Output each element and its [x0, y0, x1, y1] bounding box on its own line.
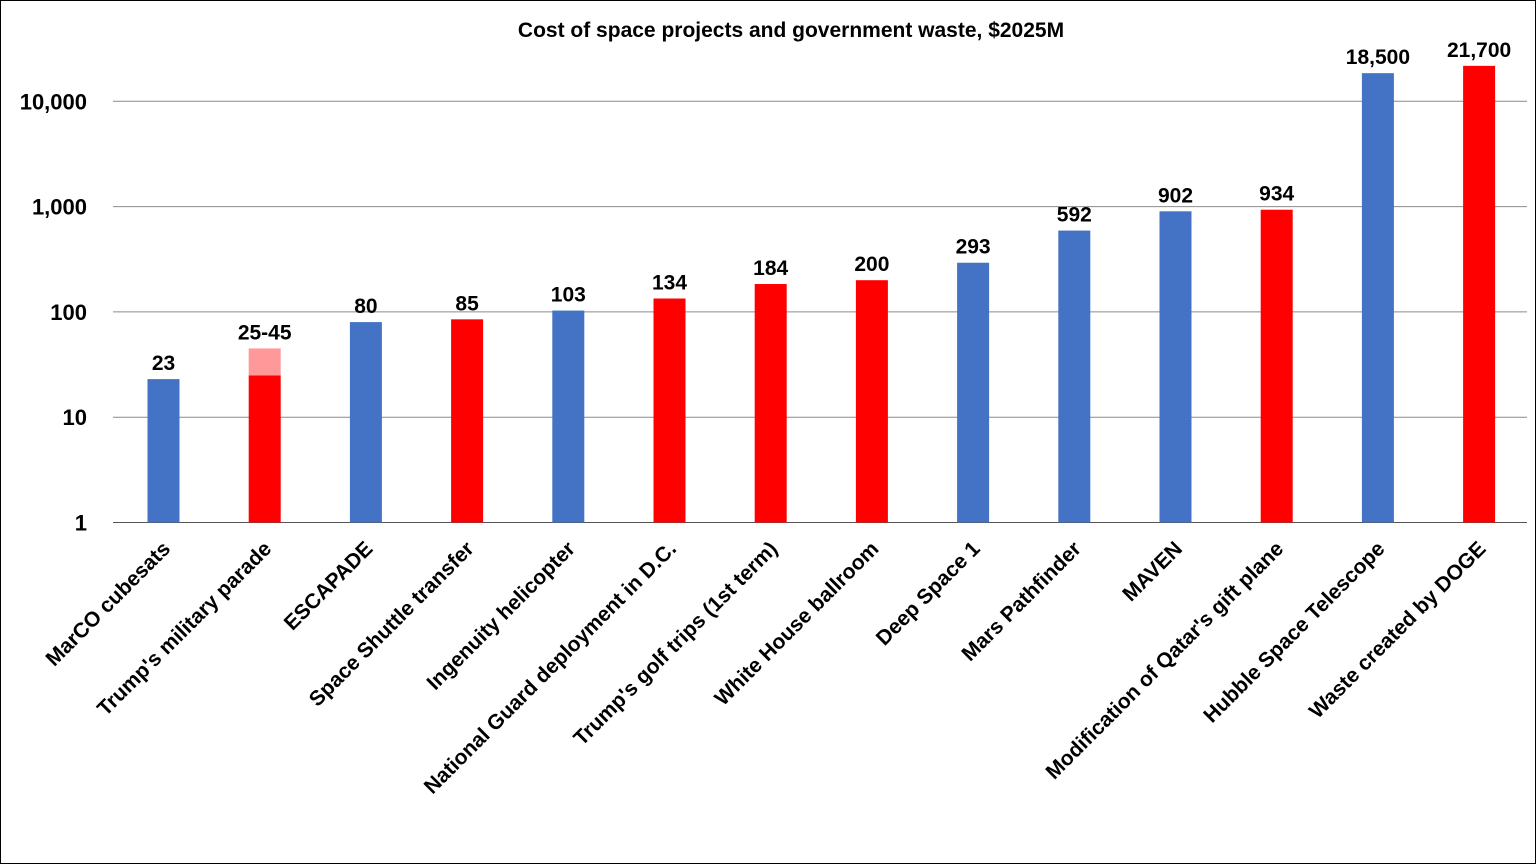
- y-tick-label: 1,000: [32, 195, 87, 220]
- data-label: 18,500: [1346, 46, 1410, 69]
- category-label: Trump's military parade: [93, 537, 276, 720]
- data-label: 934: [1259, 183, 1294, 206]
- bar: [1058, 230, 1091, 523]
- bar: [451, 319, 484, 523]
- bar: [855, 280, 888, 523]
- bar: [1463, 65, 1496, 523]
- y-axis-ticks: 1 10 100 1,000 10,000: [20, 89, 87, 535]
- y-tick-label: 10,000: [20, 89, 87, 114]
- category-label: MAVEN: [1118, 537, 1187, 606]
- chart-title: Cost of space projects and government wa…: [517, 19, 1065, 42]
- category-label: ESCAPADE: [280, 537, 378, 635]
- y-tick-label: 10: [63, 405, 87, 430]
- category-label: Trump's golf trips (1st term): [569, 537, 782, 750]
- data-label: 902: [1158, 184, 1193, 207]
- bar: [1260, 209, 1293, 523]
- bar: [957, 262, 990, 523]
- bar: [754, 284, 787, 523]
- data-label: 23: [152, 352, 175, 375]
- bar: [349, 322, 382, 523]
- data-label: 85: [455, 292, 479, 315]
- bar: [1361, 73, 1394, 523]
- bars: [147, 65, 1496, 523]
- bar: [653, 298, 686, 523]
- category-label: Hubble Space Telescope: [1199, 537, 1389, 727]
- gridlines: [113, 100, 1527, 523]
- data-label: 25-45: [238, 321, 292, 344]
- data-label: 103: [551, 284, 586, 307]
- data-label: 592: [1057, 204, 1092, 227]
- data-label: 293: [956, 236, 991, 259]
- bar: [147, 379, 180, 523]
- category-label: Waste created by DOGE: [1305, 537, 1491, 723]
- bar: [552, 310, 585, 523]
- category-label: Space Shuttle transfer: [305, 537, 479, 711]
- data-label: 134: [652, 272, 687, 295]
- y-tick-label: 100: [50, 300, 87, 325]
- data-labels: 23 25-45 80 85 103 134 184 200 293 592 902 934 18,50…: [152, 39, 1511, 375]
- category-label: White House ballroom: [710, 537, 883, 710]
- bar: [248, 375, 281, 523]
- data-label: 80: [354, 295, 377, 318]
- bar: [1159, 211, 1192, 523]
- data-label: 184: [753, 257, 788, 280]
- data-label: 21,700: [1447, 39, 1511, 62]
- data-label: 200: [854, 253, 889, 276]
- category-label: Deep Space 1: [872, 537, 985, 650]
- y-tick-label: 1: [75, 511, 87, 536]
- bar-range: [248, 348, 281, 376]
